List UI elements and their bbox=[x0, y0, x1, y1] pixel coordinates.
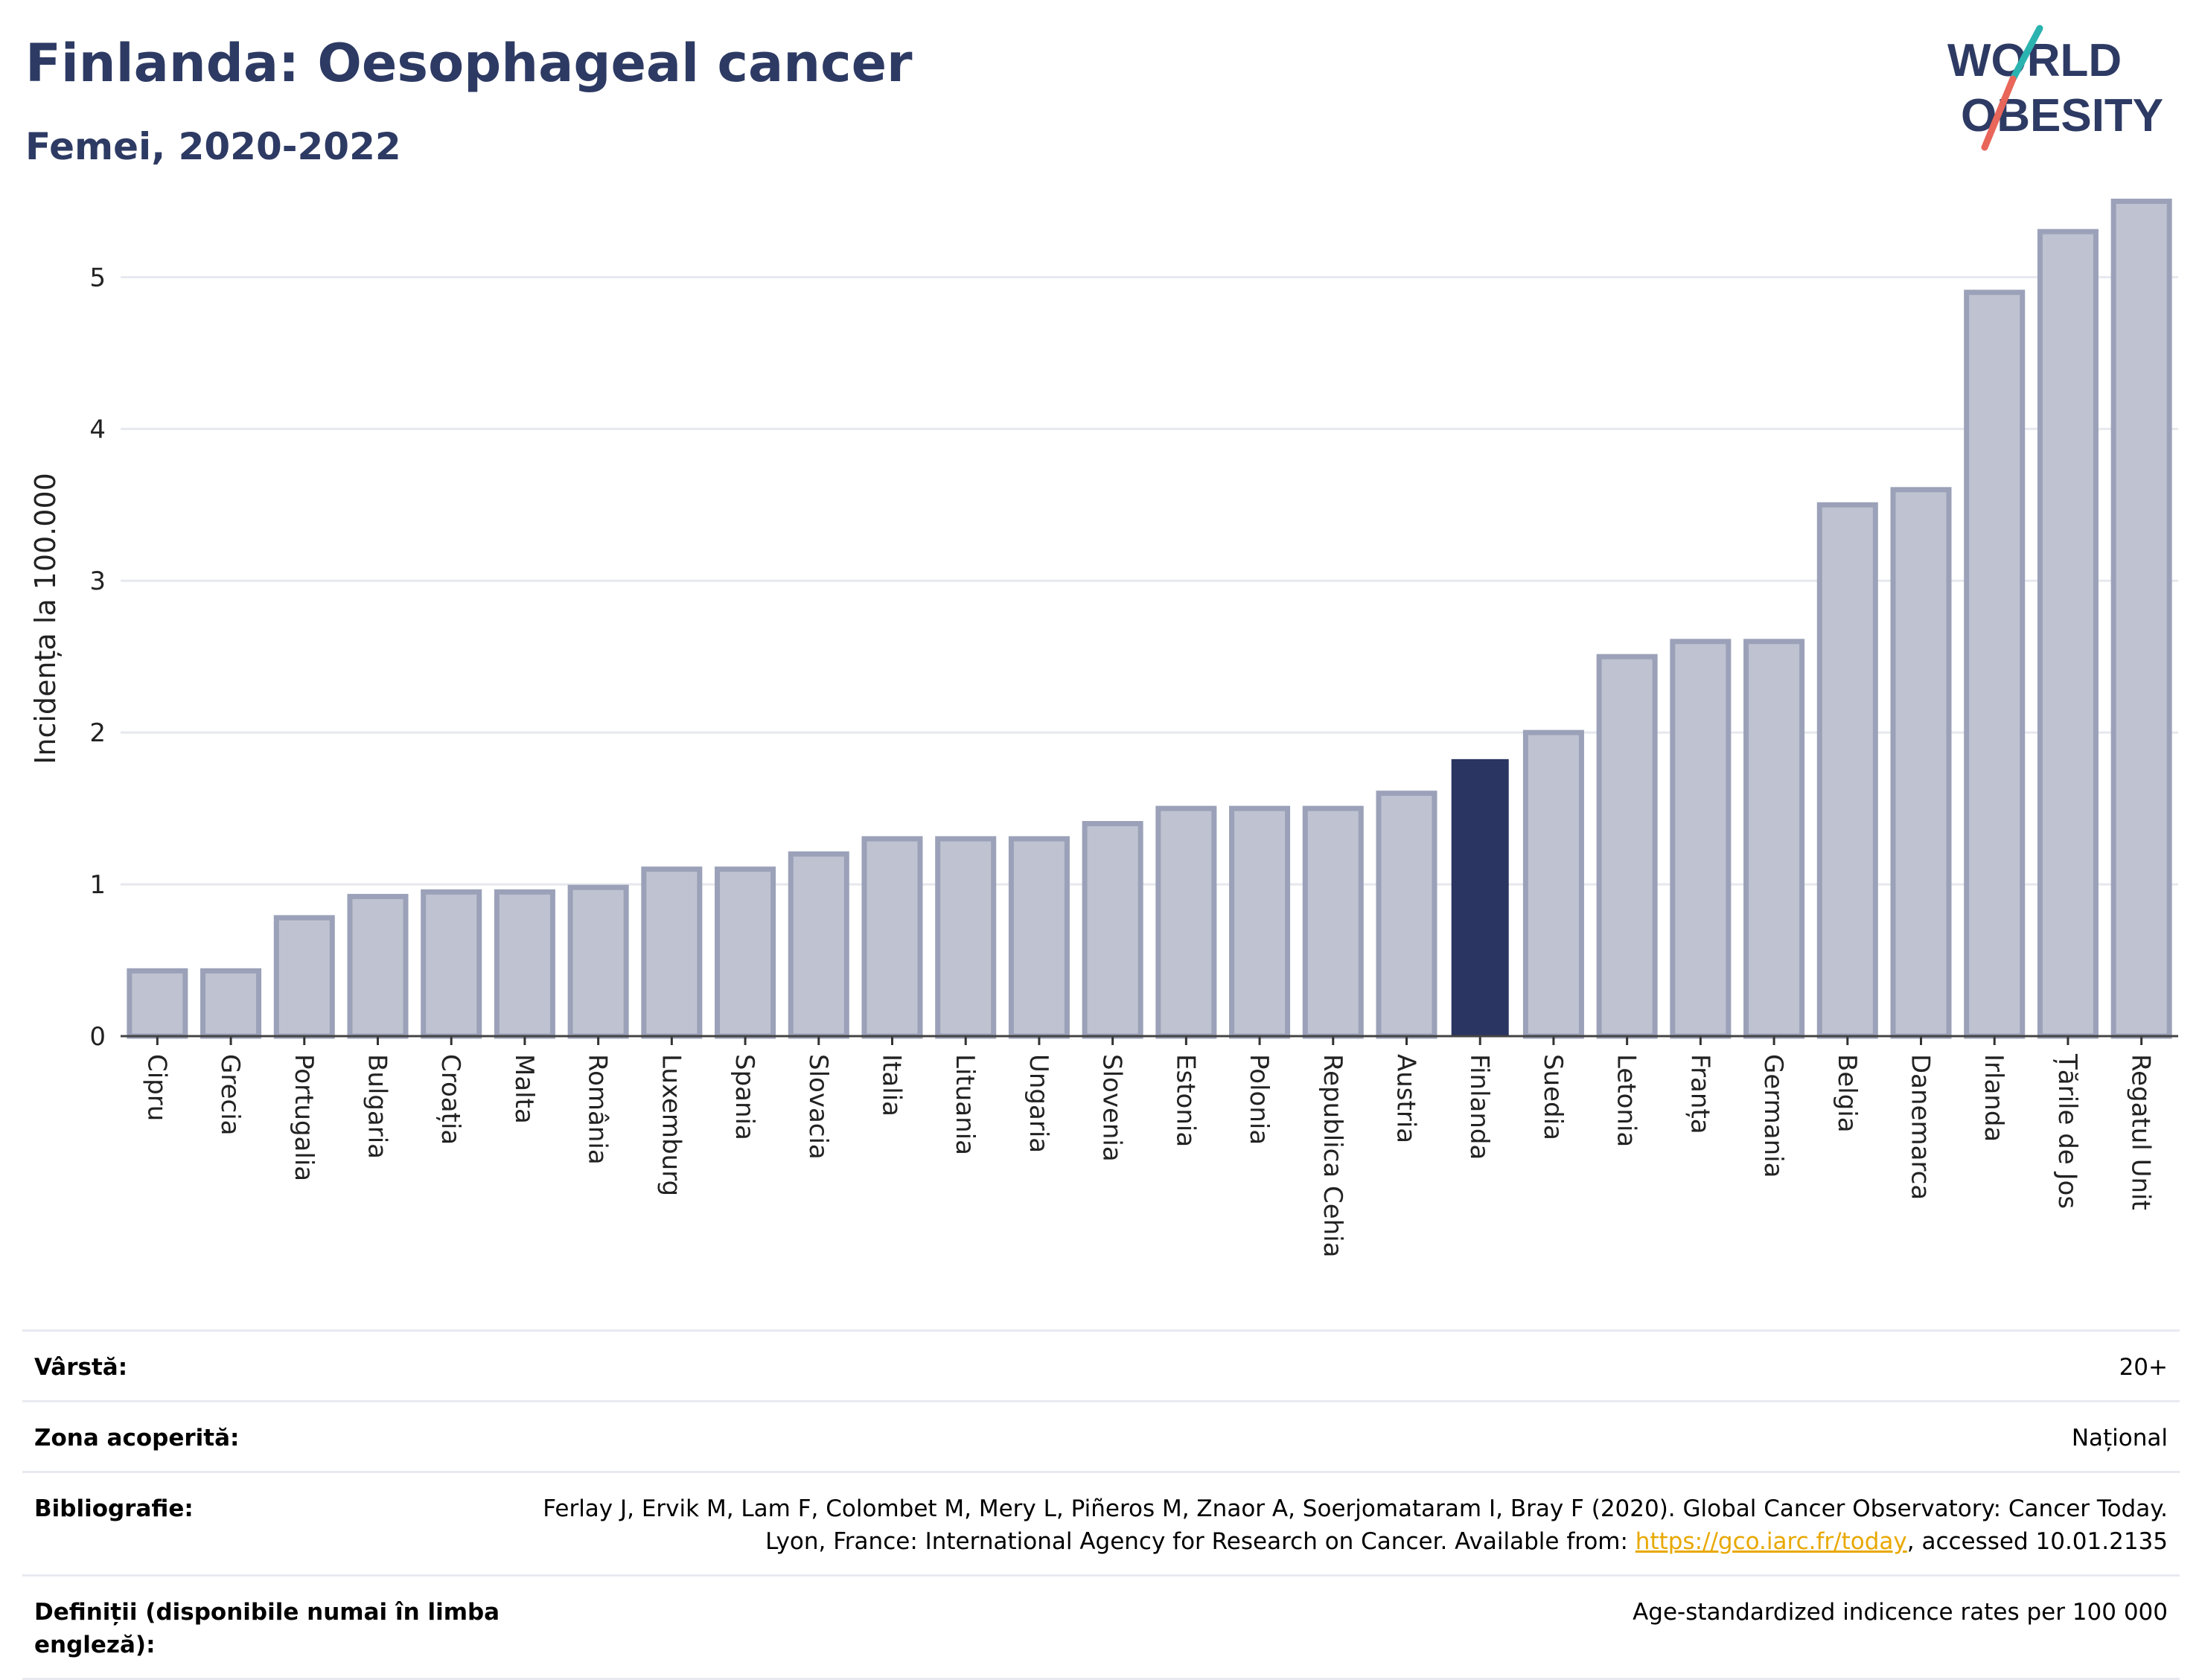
x-tick-label: Franța bbox=[1685, 1054, 1714, 1134]
x-tick-label: Estonia bbox=[1170, 1054, 1200, 1147]
x-tick-label: Finlanda bbox=[1464, 1054, 1494, 1160]
bar bbox=[347, 893, 409, 1039]
x-tick-label: Spania bbox=[730, 1054, 759, 1140]
x-tick-label: Slovenia bbox=[1097, 1054, 1127, 1162]
y-tick-label: 5 bbox=[89, 263, 106, 293]
page-title: Finlanda: Oesophageal cancer bbox=[25, 33, 913, 94]
x-tick-label: Danemarca bbox=[1906, 1054, 1935, 1200]
x-tick-label: Grecia bbox=[215, 1054, 245, 1135]
bar bbox=[1964, 290, 2026, 1039]
y-tick-label: 4 bbox=[89, 415, 106, 444]
bar bbox=[1155, 805, 1217, 1039]
bar bbox=[200, 968, 262, 1039]
definitions-value: Age-standardized indicence rates per 100… bbox=[1633, 1599, 2168, 1626]
bar bbox=[1451, 758, 1509, 1037]
y-tick-label: 3 bbox=[89, 566, 106, 596]
x-tick-label: Lituania bbox=[950, 1054, 980, 1155]
x-tick-label: România bbox=[583, 1054, 613, 1165]
x-tick-label: Germania bbox=[1758, 1054, 1788, 1178]
bar bbox=[1522, 729, 1584, 1039]
meta-row-bibliography: Bibliografie: Ferlay J, Ervik M, Lam F, … bbox=[22, 1471, 2180, 1574]
y-tick-label: 1 bbox=[89, 870, 106, 900]
x-tick-label: Regatul Unit bbox=[2126, 1054, 2156, 1210]
x-tick-label: Slovacia bbox=[803, 1054, 833, 1160]
bar bbox=[1376, 791, 1437, 1039]
bar bbox=[2037, 229, 2099, 1039]
world-obesity-logo: WORLD OBESITY bbox=[1947, 25, 2163, 151]
meta-row-area: Zona acoperită: Național bbox=[22, 1400, 2180, 1471]
bar bbox=[1008, 836, 1070, 1039]
x-tick-label: Luxemburg bbox=[656, 1054, 686, 1196]
age-label: Vârstă: bbox=[34, 1354, 128, 1381]
x-tick-label: Belgia bbox=[1832, 1054, 1862, 1133]
bar bbox=[861, 836, 923, 1039]
meta-row-age: Vârstă: 20+ bbox=[22, 1329, 2180, 1400]
x-tick-label: Portugalia bbox=[289, 1054, 319, 1181]
bar bbox=[641, 866, 703, 1039]
bibliography-label: Bibliografie: bbox=[34, 1495, 194, 1522]
x-tick-label: Malta bbox=[509, 1054, 539, 1124]
bar bbox=[1816, 502, 1878, 1039]
area-label: Zona acoperită: bbox=[34, 1425, 240, 1451]
x-tick-label: Ungaria bbox=[1024, 1054, 1053, 1153]
x-tick-label: Italia bbox=[877, 1054, 907, 1117]
bar bbox=[935, 836, 997, 1039]
x-tick-label: Irlanda bbox=[1979, 1054, 2008, 1142]
bar bbox=[1890, 487, 1952, 1039]
bar bbox=[1596, 654, 1658, 1039]
bar bbox=[788, 851, 849, 1039]
meta-row-definitions: Definiții (disponibile numai în limba en… bbox=[22, 1574, 2180, 1680]
bibliography-accessed: , accessed 10.01.2135 bbox=[1906, 1528, 2168, 1555]
bar-chart: 0 1 2 3 4 5 Incidența la 100.000 Cipru Grecia Por… bbox=[29, 198, 2178, 1257]
bibliography-value: Ferlay J, Ervik M, Lam F, Colombet M, Me… bbox=[511, 1492, 2168, 1558]
bar bbox=[1670, 639, 1732, 1039]
bar bbox=[421, 889, 482, 1039]
x-tick-label: Polonia bbox=[1244, 1054, 1274, 1145]
x-tick-label: Țările de Jos bbox=[2052, 1053, 2082, 1209]
bar bbox=[2110, 198, 2172, 1039]
age-value: 20+ bbox=[2119, 1354, 2168, 1381]
metadata-table: Vârstă: 20+ Zona acoperită: Național Bib… bbox=[22, 1329, 2180, 1680]
x-tick-label: Suedia bbox=[1538, 1054, 1568, 1140]
x-tick-label: Letonia bbox=[1612, 1054, 1641, 1147]
bar bbox=[273, 915, 335, 1039]
bar bbox=[567, 884, 629, 1039]
x-tick-label: Croația bbox=[435, 1054, 465, 1145]
x-tick-label: Austria bbox=[1391, 1054, 1421, 1143]
x-tick-label: Bulgaria bbox=[363, 1054, 392, 1159]
page-subtitle: Femei, 2020-2022 bbox=[25, 125, 401, 168]
bar bbox=[1302, 805, 1364, 1039]
bar bbox=[1082, 821, 1143, 1039]
x-tick-label: Cipru bbox=[141, 1054, 171, 1121]
definitions-label: Definiții (disponibile numai în limba en… bbox=[34, 1599, 500, 1658]
bibliography-link[interactable]: https://gco.iarc.fr/today bbox=[1635, 1528, 1907, 1555]
bar bbox=[715, 866, 776, 1039]
x-tick-label: Republica Cehia bbox=[1318, 1054, 1347, 1257]
bar bbox=[1743, 639, 1805, 1039]
bar bbox=[127, 968, 188, 1039]
bar bbox=[1229, 805, 1291, 1039]
y-tick-label: 2 bbox=[89, 718, 106, 748]
area-value: Național bbox=[2071, 1425, 2168, 1451]
bibliography-text: Ferlay J, Ervik M, Lam F, Colombet M, Me… bbox=[543, 1495, 2168, 1555]
bar bbox=[494, 889, 555, 1039]
y-axis-label: Incidența la 100.000 bbox=[29, 473, 62, 764]
y-tick-label: 0 bbox=[89, 1022, 106, 1052]
